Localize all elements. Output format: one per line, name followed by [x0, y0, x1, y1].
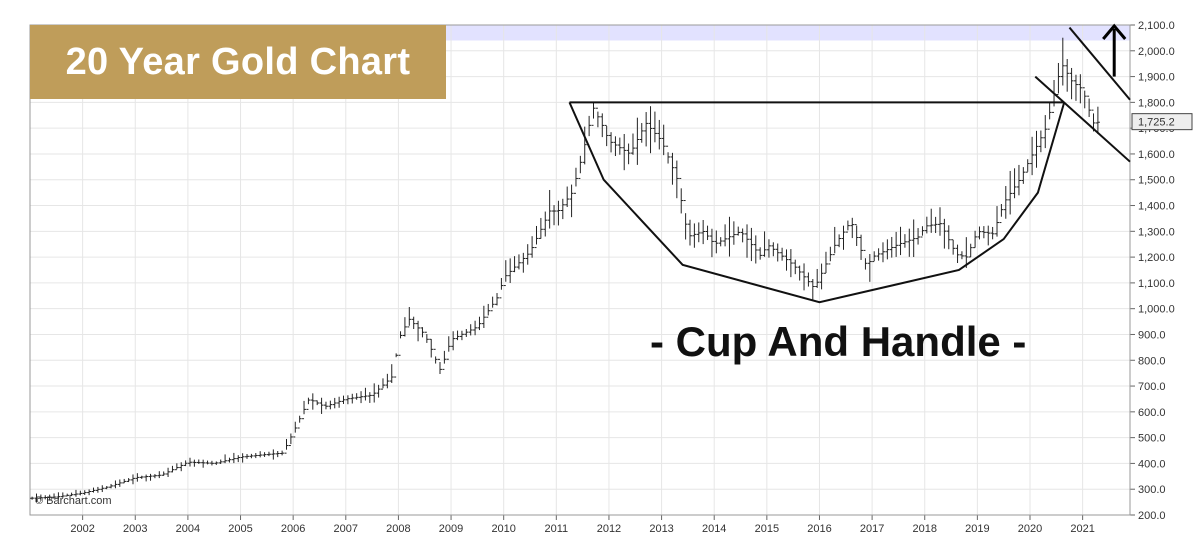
- handle-lower-trendline: [1034, 75, 1131, 163]
- chart-title-banner: 20 Year Gold Chart: [30, 25, 446, 99]
- x-tick-label: 2011: [544, 523, 568, 535]
- x-tick-label: 2004: [176, 523, 200, 535]
- x-tick-label: 2013: [649, 523, 673, 535]
- plot-frame: [29, 24, 1131, 516]
- pattern-annotation-label: - Cup And Handle -: [650, 318, 1027, 365]
- last-price-tag: [1131, 113, 1193, 131]
- x-tick-label: 2021: [1070, 523, 1094, 535]
- handle-upper-trendline: [1068, 26, 1131, 101]
- x-tick-label: 2006: [281, 523, 305, 535]
- y-tick-label: 2,100.0: [1138, 20, 1175, 32]
- up-arrow-head: [1102, 23, 1127, 40]
- x-tick-label: 2020: [1018, 523, 1042, 535]
- y-tick-label: 1,500.0: [1138, 175, 1175, 187]
- chart-title: 20 Year Gold Chart: [65, 41, 411, 83]
- x-tick-label: 2016: [807, 523, 831, 535]
- x-tick-label: 2009: [439, 523, 463, 535]
- x-tick-label: 2002: [70, 523, 94, 535]
- y-tick-label: 300.0: [1138, 484, 1166, 496]
- y-tick-label: 1,400.0: [1138, 201, 1175, 213]
- y-tick-label: 1,100.0: [1138, 278, 1175, 290]
- y-tick-label: 1,300.0: [1138, 226, 1175, 238]
- y-tick-label: 1,200.0: [1138, 252, 1175, 264]
- x-tick-label: 2018: [912, 523, 936, 535]
- y-tick-label: 600.0: [1138, 407, 1166, 419]
- y-tick-label: 1,000.0: [1138, 304, 1175, 316]
- x-tick-label: 2003: [123, 523, 147, 535]
- cup-outline: [568, 101, 1066, 304]
- x-tick-label: 2019: [965, 523, 989, 535]
- y-tick-label: 400.0: [1138, 458, 1166, 470]
- y-tick-label: 900.0: [1138, 329, 1166, 341]
- source-watermark: © Barchart.com: [35, 495, 112, 507]
- x-tick-label: 2010: [491, 523, 515, 535]
- x-tick-label: 2015: [755, 523, 779, 535]
- x-tick-label: 2008: [386, 523, 410, 535]
- y-tick-label: 200.0: [1138, 510, 1166, 522]
- x-tick-label: 2012: [597, 523, 621, 535]
- y-tick-label: 700.0: [1138, 381, 1166, 393]
- x-tick-label: 2005: [228, 523, 252, 535]
- y-tick-label: 1,600.0: [1138, 149, 1175, 161]
- y-tick-label: 800.0: [1138, 355, 1166, 367]
- last-price-label: 1,725.2: [1138, 117, 1175, 129]
- y-tick-label: 1,800.0: [1138, 97, 1175, 109]
- x-tick-label: 2014: [702, 523, 726, 535]
- y-tick-label: 2,000.0: [1138, 46, 1175, 58]
- y-tick-label: 1,900.0: [1138, 72, 1175, 84]
- x-tick-label: 2007: [334, 523, 358, 535]
- x-tick-label: 2017: [860, 523, 884, 535]
- y-tick-label: 500.0: [1138, 433, 1166, 445]
